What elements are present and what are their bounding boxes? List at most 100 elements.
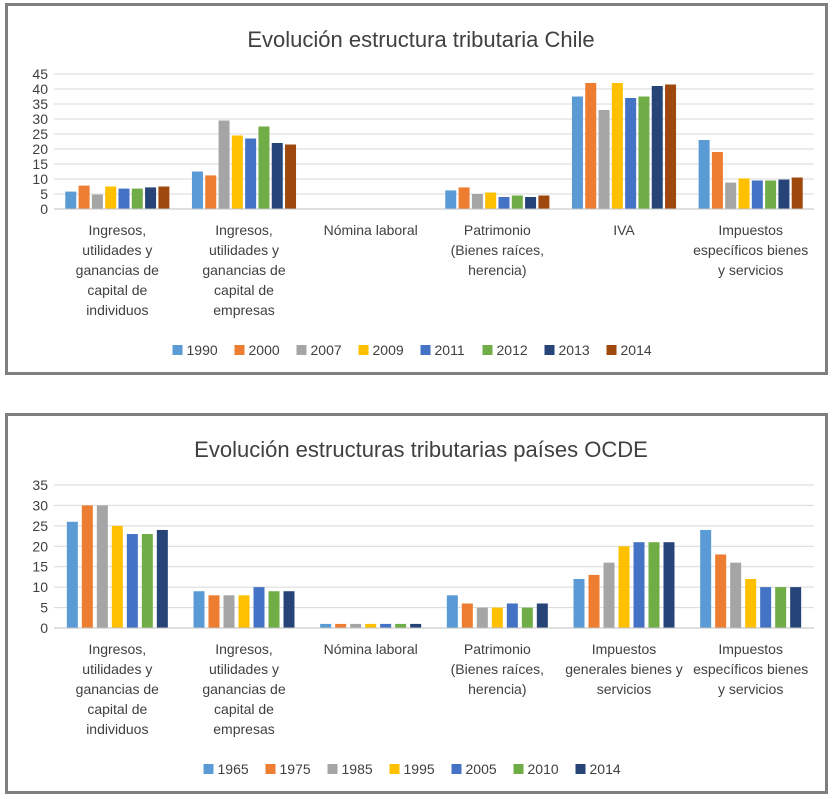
legend-label: 2005 — [466, 761, 497, 777]
category-label: Ingresos, utilidades y ganancias de capital… — [76, 641, 160, 737]
y-tick-label: 30 — [32, 497, 48, 513]
chart-title: Evolución estructuras tributarias países… — [194, 437, 648, 462]
y-tick-label: 0 — [40, 201, 48, 217]
y-tick-label: 15 — [32, 156, 48, 172]
legend-label: 2012 — [497, 342, 528, 358]
y-tick-label: 15 — [32, 559, 48, 575]
bar-2000 — [458, 187, 470, 209]
bar-2009 — [231, 135, 243, 209]
bar-2010 — [395, 623, 407, 628]
bar-1985 — [223, 595, 235, 628]
bar-2014 — [665, 84, 677, 209]
bar-2000 — [78, 185, 90, 209]
bar-2012 — [511, 195, 523, 209]
bar-1975 — [461, 603, 473, 628]
y-tick-label: 20 — [32, 538, 48, 554]
legend-item-2005: 2005 — [451, 761, 497, 777]
bar-1975 — [81, 505, 93, 628]
bar-2000 — [205, 175, 217, 209]
bar-2009 — [611, 83, 623, 209]
bar-2014 — [791, 177, 803, 209]
bar-2012 — [258, 126, 270, 209]
y-tick-label: 20 — [32, 141, 48, 157]
bar-2012 — [131, 188, 143, 209]
bar-2011 — [751, 180, 763, 209]
y-tick-label: 35 — [32, 96, 48, 112]
legend-swatch — [482, 345, 493, 355]
bar-1995 — [491, 607, 503, 628]
bar-2014 — [663, 542, 675, 628]
legend-swatch — [389, 764, 400, 774]
bar-2014 — [156, 529, 168, 628]
bar-2010 — [521, 607, 533, 628]
bar-2011 — [625, 98, 637, 209]
bar-1985 — [603, 562, 615, 628]
category-label: Nómina laboral — [324, 222, 418, 238]
legend-swatch — [265, 764, 276, 774]
category-label: Impuestos específicos bienes y servicios — [693, 222, 808, 278]
bar-1985 — [730, 562, 742, 628]
bar-1990 — [571, 96, 583, 209]
bar-1995 — [618, 546, 630, 628]
bar-2014 — [285, 144, 297, 209]
bar-2005 — [380, 623, 392, 628]
bar-1975 — [335, 623, 347, 628]
y-tick-label: 0 — [40, 620, 48, 636]
bar-1985 — [96, 505, 108, 628]
bar-2012 — [638, 96, 650, 209]
bar-2014 — [536, 603, 548, 628]
category-label: Patrimonio (Bienes raíces, herencia) — [451, 641, 544, 697]
chile-tax-chart-plot: Evolución estructura tributaria Chile 05… — [32, 27, 814, 358]
bar-1975 — [588, 574, 600, 628]
bar-1985 — [476, 607, 488, 628]
bar-2007 — [598, 110, 610, 209]
bar-2005 — [253, 587, 265, 628]
bar-2014 — [538, 195, 550, 209]
legend-item-1985: 1985 — [327, 761, 373, 777]
bar-2013 — [145, 187, 157, 209]
legend-swatch — [575, 764, 586, 774]
category-label: Nómina laboral — [324, 641, 418, 657]
legend-item-2014: 2014 — [575, 761, 621, 777]
bar-1990 — [191, 171, 203, 209]
bar-2005 — [760, 587, 772, 628]
bar-2013 — [525, 197, 537, 209]
bar-1990 — [65, 191, 77, 209]
y-tick-label: 30 — [32, 111, 48, 127]
y-tick-label: 35 — [32, 477, 48, 493]
legend-swatch — [358, 345, 369, 355]
bar-1995 — [365, 623, 377, 628]
legend-item-2007: 2007 — [296, 342, 342, 358]
bar-1975 — [208, 595, 220, 628]
legend-item-2014: 2014 — [606, 342, 652, 358]
bar-2011 — [498, 197, 510, 209]
legend-item-1965: 1965 — [203, 761, 249, 777]
bar-1965 — [320, 623, 332, 628]
y-tick-label: 25 — [32, 126, 48, 142]
legend-item-2010: 2010 — [513, 761, 559, 777]
legend-label: 2000 — [249, 342, 280, 358]
legend-item-1975: 1975 — [265, 761, 311, 777]
bar-2010 — [268, 591, 280, 628]
legend-label: 2013 — [559, 342, 590, 358]
y-tick-label: 40 — [32, 81, 48, 97]
bar-2009 — [738, 178, 750, 209]
legend-label: 2009 — [373, 342, 404, 358]
bar-1990 — [445, 190, 457, 209]
legend-item-2012: 2012 — [482, 342, 528, 358]
bar-2012 — [765, 180, 777, 209]
bar-2011 — [245, 138, 257, 209]
legend-label: 1975 — [280, 761, 311, 777]
category-label: Ingresos, utilidades y ganancias de capital… — [202, 641, 286, 737]
legend-swatch — [420, 345, 431, 355]
legend-swatch — [296, 345, 307, 355]
category-label: Patrimonio (Bienes raíces, herencia) — [451, 222, 544, 278]
y-tick-label: 45 — [32, 66, 48, 82]
bar-1975 — [715, 554, 727, 628]
bar-2005 — [506, 603, 518, 628]
bar-1990 — [698, 140, 710, 209]
legend-swatch — [172, 345, 183, 355]
bar-1995 — [238, 595, 250, 628]
legend-label: 2010 — [528, 761, 559, 777]
